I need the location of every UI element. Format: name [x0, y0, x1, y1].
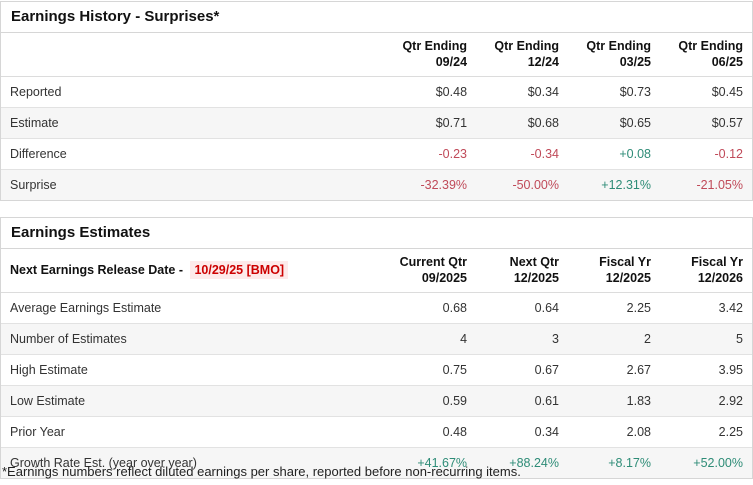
row-label: Low Estimate [1, 385, 385, 417]
cell-value: +52.00% [693, 455, 743, 470]
cell-value: $0.73 [568, 76, 660, 108]
cell-value: 0.64 [476, 292, 568, 324]
cell-value: 0.67 [476, 354, 568, 386]
cell-value: $0.65 [568, 107, 660, 139]
earnings-estimates-table: Next Earnings Release Date - 10/29/25 [B… [1, 249, 752, 478]
column-header: Qtr Ending 03/25 [568, 33, 660, 77]
cell-value: 3.42 [659, 292, 752, 324]
table-row: Low Estimate 0.59 0.61 1.83 2.92 [1, 385, 752, 417]
release-date-value: 10/29/25 [BMO] [190, 261, 289, 280]
table-row: Number of Estimates 4 3 2 5 [1, 323, 752, 355]
cell-value: 2.67 [568, 354, 660, 386]
column-header: Fiscal Yr 12/2026 [659, 249, 752, 293]
cell-value: 0.75 [384, 354, 477, 386]
cell-value: 0.59 [384, 385, 477, 417]
table-row: Reported $0.48 $0.34 $0.73 $0.45 [1, 76, 752, 108]
row-label: Prior Year [1, 416, 385, 448]
cell-value: +8.17% [608, 455, 651, 470]
earnings-estimates-panel: Earnings Estimates Next Earnings Release… [0, 217, 753, 479]
row-label: Average Earnings Estimate [1, 292, 385, 324]
cell-value: $0.34 [476, 76, 568, 108]
cell-value: -0.34 [476, 138, 568, 170]
earnings-history-surprises-panel: Earnings History - Surprises* Qtr Ending… [0, 1, 753, 201]
column-header: Qtr Ending 12/24 [476, 33, 568, 77]
table-row: Growth Rate Est. (year over year) +41.67%… [1, 447, 752, 478]
column-header: Fiscal Yr 12/2025 [568, 249, 660, 293]
row-label: Reported [1, 76, 385, 108]
cell-value: 5 [659, 323, 752, 355]
cell-value: 4 [384, 323, 477, 355]
column-header: Qtr Ending 06/25 [659, 33, 752, 77]
row-label: Surprise [10, 177, 57, 192]
cell-value: +41.67% [417, 455, 468, 470]
cell-value: $0.71 [384, 107, 477, 139]
column-header: Current Qtr 09/2025 [384, 249, 477, 293]
table-row: Average Earnings Estimate 0.68 0.64 2.25 3.4… [1, 292, 752, 324]
cell-value: 0.34 [476, 416, 568, 448]
cell-value: 2.08 [568, 416, 660, 448]
cell-value: -21.05% [696, 177, 743, 192]
cell-value: 2 [568, 323, 660, 355]
cell-value: 0.68 [384, 292, 477, 324]
cell-value: +12.31% [601, 177, 651, 192]
earnings-footnote: *Earnings numbers reflect diluted earnin… [2, 464, 521, 479]
release-date-label: Next Earnings Release Date - [10, 263, 187, 278]
cell-value: +0.08 [568, 138, 660, 170]
earnings-estimates-header-row: Next Earnings Release Date - 10/29/25 [B… [1, 249, 752, 293]
cell-value: $0.45 [659, 76, 752, 108]
cell-value: 3 [476, 323, 568, 355]
cell-value: +88.24% [509, 455, 559, 470]
earnings-estimates-body: Average Earnings Estimate 0.68 0.64 2.25 3.4… [1, 292, 752, 478]
earnings-history-table: Qtr Ending 09/24 Qtr Ending 12/24 Qtr Ending… [1, 33, 752, 200]
table-row: Surprise -32.39% -50.00% +12.31% -21.05% [1, 169, 752, 200]
cell-value: 2.25 [568, 292, 660, 324]
column-header: Next Qtr 12/2025 [476, 249, 568, 293]
cell-value: $0.48 [384, 76, 477, 108]
cell-value: 2.25 [659, 416, 752, 448]
cell-value: -0.12 [659, 138, 752, 170]
table-row: Difference -0.23 -0.34 +0.08 -0.12 [1, 138, 752, 170]
earnings-estimates-title: Earnings Estimates [1, 218, 752, 249]
row-label: Difference [1, 138, 385, 170]
table-row: High Estimate 0.75 0.67 2.67 3.95 [1, 354, 752, 386]
cell-value: 3.95 [659, 354, 752, 386]
cell-value: $0.68 [476, 107, 568, 139]
earnings-history-header-row: Qtr Ending 09/24 Qtr Ending 12/24 Qtr Ending… [1, 33, 752, 77]
cell-value: 1.83 [568, 385, 660, 417]
cell-value: 0.61 [476, 385, 568, 417]
next-earnings-release-cell: Next Earnings Release Date - 10/29/25 [B… [1, 249, 385, 293]
cell-value: -50.00% [512, 177, 559, 192]
table-row: Prior Year 0.48 0.34 2.08 2.25 [1, 416, 752, 448]
earnings-history-title: Earnings History - Surprises* [1, 2, 752, 33]
row-label: Estimate [1, 107, 385, 139]
earnings-history-body: Reported $0.48 $0.34 $0.73 $0.45 Estimate $0.7… [1, 76, 752, 200]
row-label: Growth Rate Est. (year over year) [10, 455, 197, 470]
row-label: Number of Estimates [1, 323, 385, 355]
row-label: High Estimate [1, 354, 385, 386]
cell-value: -0.23 [384, 138, 477, 170]
column-header: Qtr Ending 09/24 [384, 33, 477, 77]
empty-header-cell [1, 33, 385, 77]
table-row: Estimate $0.71 $0.68 $0.65 $0.57 [1, 107, 752, 139]
cell-value: 2.92 [659, 385, 752, 417]
cell-value: 0.48 [384, 416, 477, 448]
cell-value: $0.57 [659, 107, 752, 139]
cell-value: -32.39% [420, 177, 468, 192]
